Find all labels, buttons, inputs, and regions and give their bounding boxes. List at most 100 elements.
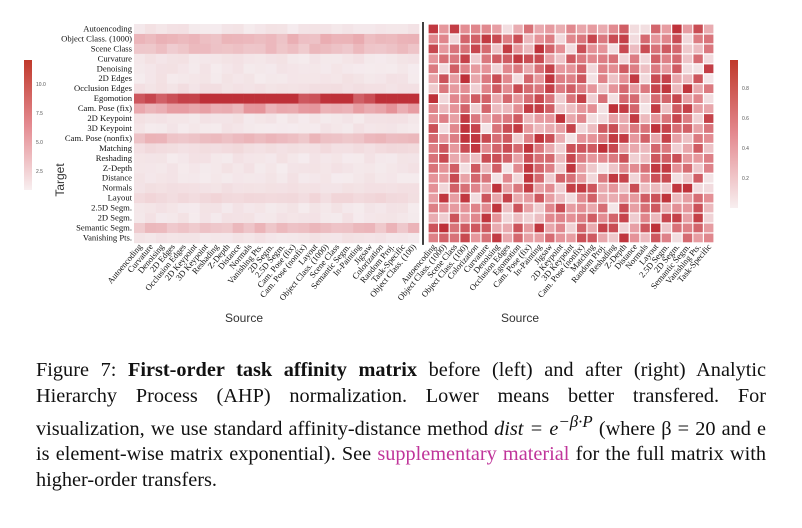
heatmap-cell	[364, 173, 376, 184]
heatmap-cell	[470, 134, 481, 143]
heatmap-cell	[439, 104, 449, 113]
heatmap-cell	[555, 183, 566, 193]
heatmap-cell	[481, 144, 491, 153]
heatmap-cell	[364, 24, 376, 35]
heatmap-cell	[166, 24, 179, 35]
heatmap-cell	[661, 163, 672, 173]
heatmap-cell	[629, 94, 640, 103]
heatmap-cell	[598, 64, 608, 74]
heatmap-cell	[188, 143, 201, 154]
heatmap-cell	[134, 63, 146, 75]
heatmap-cell	[608, 94, 619, 103]
heatmap-cell	[460, 163, 470, 173]
heatmap-cell	[481, 24, 491, 34]
heatmap-cell	[199, 232, 212, 244]
heatmap-cell	[492, 153, 502, 163]
heatmap-cell	[619, 54, 629, 64]
heatmap-cell	[651, 24, 661, 34]
heatmap-cell	[608, 144, 619, 153]
heatmap-cell	[470, 24, 481, 34]
heatmap-cell	[166, 73, 179, 84]
heatmap-cell	[502, 24, 513, 34]
heatmap-cell	[428, 74, 438, 84]
heatmap-cell	[693, 124, 703, 133]
heatmap-cell	[608, 64, 619, 74]
heatmap-cell	[587, 64, 597, 74]
heatmap-cell	[265, 203, 277, 214]
heatmap-cell	[221, 113, 233, 124]
heatmap-cell	[428, 163, 438, 173]
heatmap-cell	[640, 153, 650, 163]
heatmap-cell	[651, 34, 661, 44]
heatmap-cell	[243, 103, 255, 114]
heatmap-cell	[492, 213, 502, 223]
heatmap-cell	[243, 223, 255, 234]
heatmap-cell	[682, 24, 693, 34]
heatmap-cell	[502, 34, 513, 44]
heatmap-cell	[210, 133, 222, 144]
heatmap-cell	[342, 183, 354, 194]
heatmap-cell	[254, 153, 266, 164]
heatmap-cell	[298, 143, 310, 154]
heatmap-cell	[309, 63, 321, 75]
heatmap-cell	[298, 33, 310, 45]
heatmap-cell	[386, 113, 398, 124]
heatmap-cell	[397, 113, 409, 124]
heatmap-cell	[460, 213, 470, 223]
heatmap-cell	[640, 173, 650, 183]
heatmap-cell	[232, 43, 244, 55]
heatmap-cell	[177, 183, 190, 194]
heatmap-cell	[243, 163, 255, 174]
heatmap-cell	[460, 74, 470, 84]
heatmap-cell	[566, 203, 576, 213]
heatmap-cell	[298, 213, 310, 224]
heatmap-cell	[276, 113, 288, 124]
heatmap-cell	[408, 153, 420, 164]
heatmap-cell	[661, 153, 672, 163]
heatmap-cell	[629, 223, 640, 233]
heatmap-cell	[682, 193, 693, 203]
heatmap-cell	[144, 63, 157, 75]
heatmap-cell	[661, 124, 672, 133]
heatmap-cell	[651, 193, 661, 203]
heatmap-cell	[481, 94, 491, 103]
heatmap-cell	[470, 94, 481, 103]
heatmap-cell	[221, 103, 233, 114]
heatmap-cell	[397, 133, 409, 144]
heatmap-cell	[287, 163, 299, 174]
heatmap-cell	[545, 114, 555, 123]
heatmap-cell	[566, 114, 576, 123]
heatmap-cell	[309, 123, 321, 134]
heatmap-cell	[470, 144, 481, 153]
heatmap-cell	[397, 63, 409, 75]
heatmap-cell	[619, 163, 629, 173]
heatmap-cell	[166, 143, 179, 154]
heatmap-cell	[353, 183, 365, 194]
heatmap-cell	[232, 203, 244, 214]
heatmap-cell	[243, 24, 255, 35]
heatmap-cell	[375, 73, 387, 84]
heatmap-cell	[587, 173, 597, 183]
y-tick-label: 3D Keypoint	[87, 123, 132, 133]
heatmap-cell	[598, 223, 608, 233]
heatmap-cell	[629, 213, 640, 223]
heatmap-cell	[309, 103, 321, 114]
heatmap-cell	[545, 74, 555, 84]
heatmap-cell	[693, 193, 703, 203]
heatmap-cell	[704, 94, 714, 103]
heatmap-cell	[460, 84, 470, 94]
heatmap-cell	[155, 223, 168, 234]
heatmap-cell	[144, 143, 157, 154]
heatmap-cell	[566, 84, 576, 94]
heatmap-cell	[513, 44, 523, 54]
heatmap-cell	[364, 232, 376, 244]
heatmap-cell	[221, 53, 233, 65]
heatmap-cell	[188, 83, 201, 94]
heatmap-cell	[619, 193, 629, 203]
heatmap-cell	[682, 153, 693, 163]
supplementary-link[interactable]: supplementary material	[377, 443, 570, 466]
heatmap-cell	[693, 94, 703, 103]
heatmap-cell	[682, 203, 693, 213]
heatmap-cell	[155, 143, 168, 154]
heatmap-cell	[449, 183, 460, 193]
